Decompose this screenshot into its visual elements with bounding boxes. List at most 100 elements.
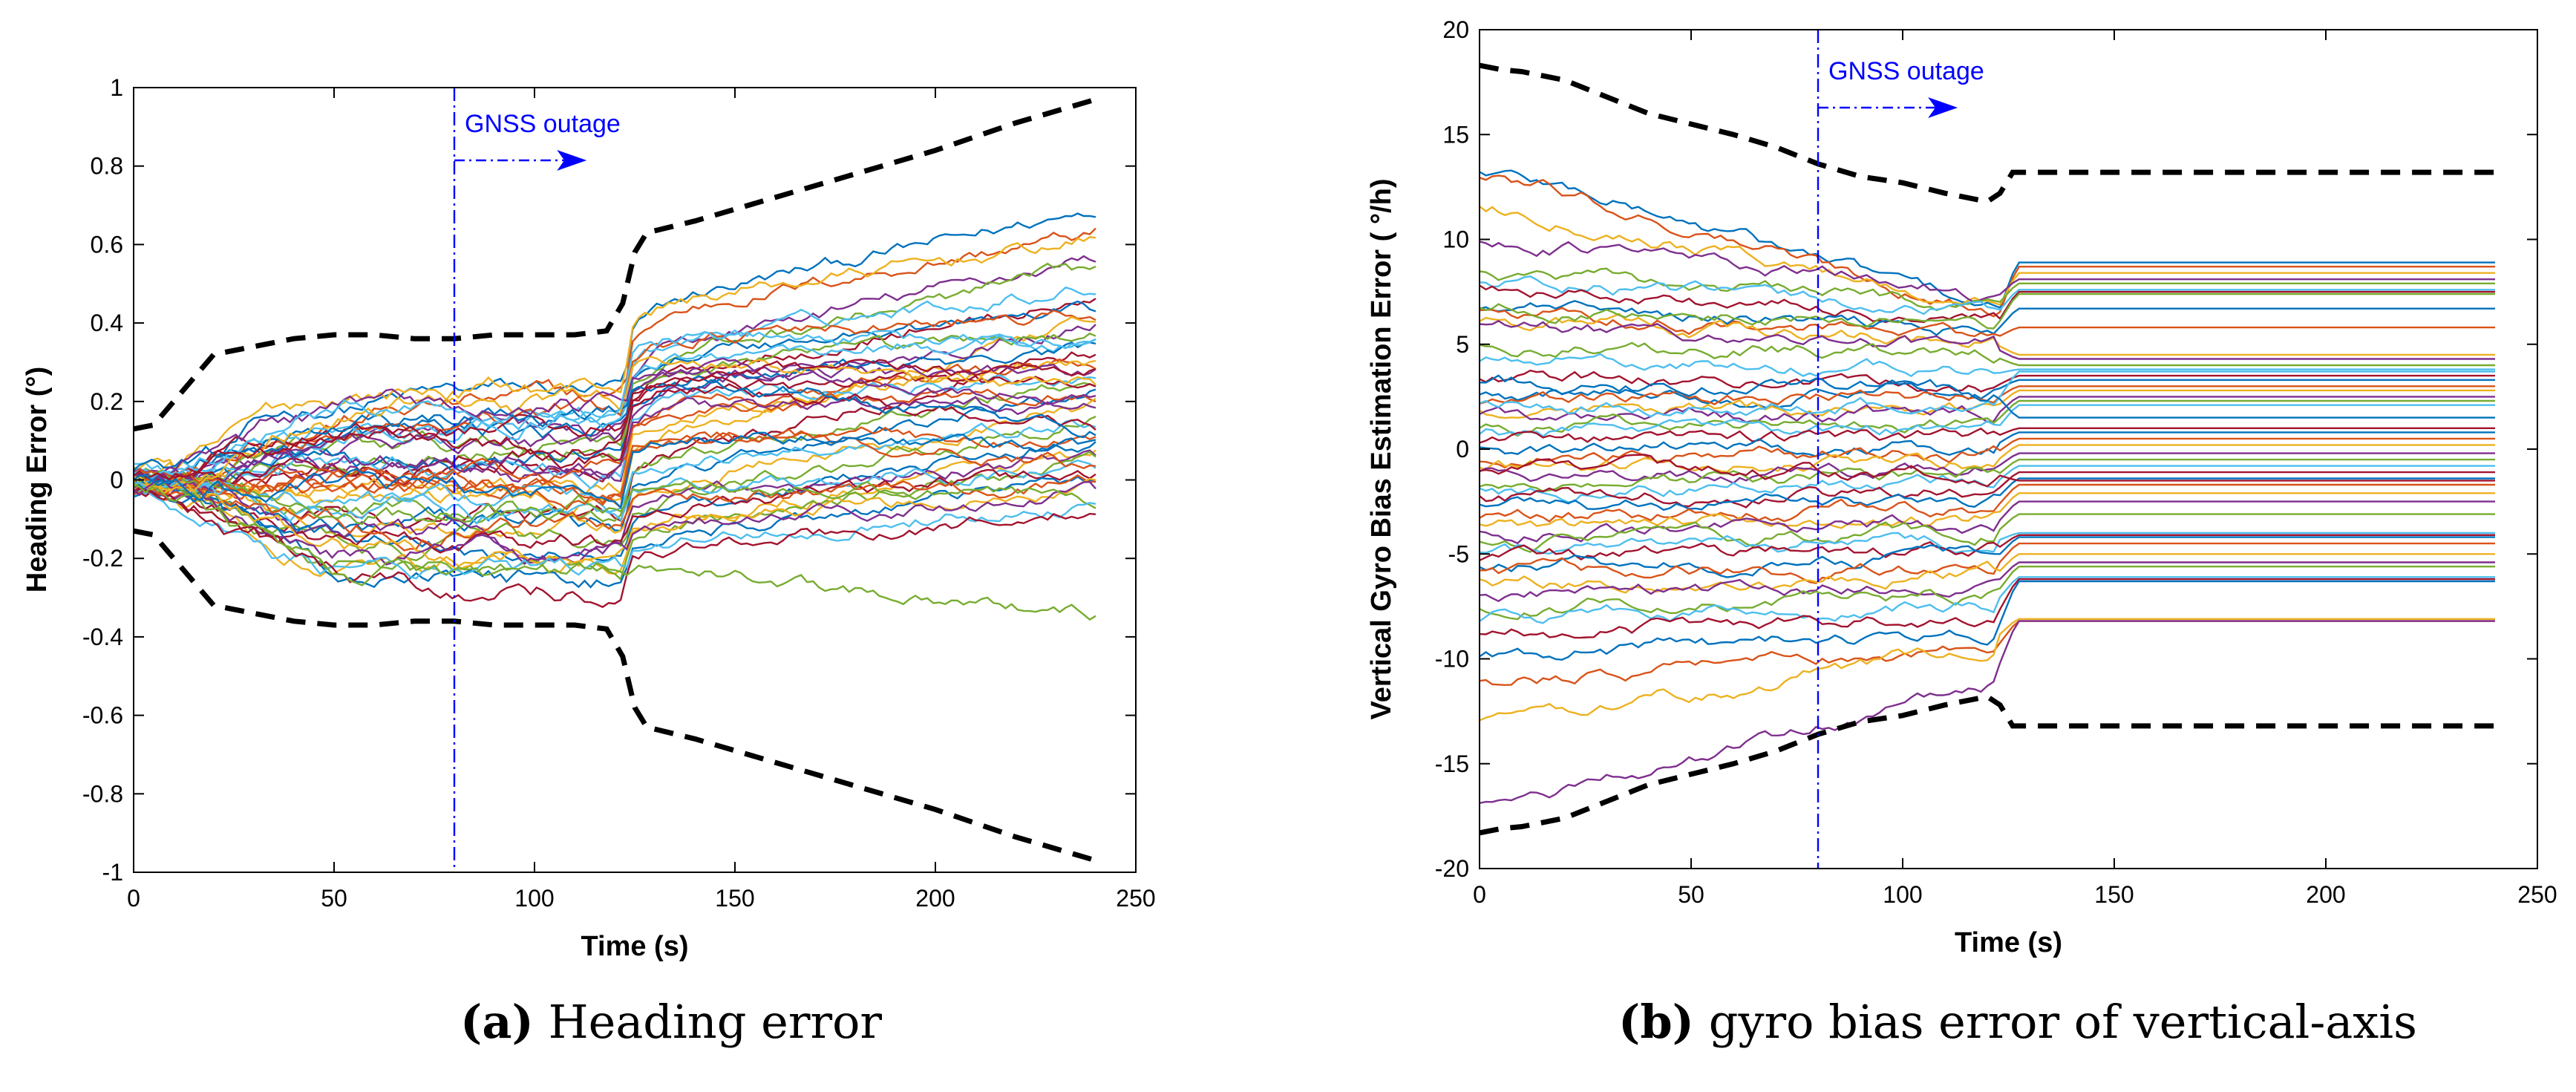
series-line-b-46 xyxy=(1480,620,2495,804)
y-tick-label-a-4: -0.2 xyxy=(82,545,123,572)
series-line-a-42 xyxy=(134,486,1096,609)
series-line-a-15 xyxy=(134,341,1096,484)
series-line-b-30 xyxy=(1480,483,2495,523)
y-tick-label-b-6: 10 xyxy=(1442,226,1469,253)
series-line-a-49 xyxy=(134,359,1096,481)
series-line-b-42 xyxy=(1480,578,2495,639)
series-line-a-34 xyxy=(134,459,1096,525)
series-line-b-11 xyxy=(1480,319,2495,360)
y-tick-label-b-2: -10 xyxy=(1435,646,1469,673)
series-line-b-6 xyxy=(1480,275,2495,315)
x-tick-label-b-100: 100 xyxy=(1883,881,1922,908)
caption-a-text: Heading error xyxy=(548,995,883,1049)
series-line-b-22 xyxy=(1480,431,2495,457)
series-line-b-39 xyxy=(1480,561,2495,603)
caption-b-text: gyro bias error of vertical-axis xyxy=(1708,995,2417,1049)
series-line-a-3 xyxy=(134,236,1096,489)
series-line-b-21 xyxy=(1480,427,2495,444)
gnss-outage-arrow-head-b xyxy=(1928,97,1958,118)
series-line-b-37 xyxy=(1480,542,2495,584)
series-line-b-43 xyxy=(1480,580,2495,661)
series-line-b-2 xyxy=(1480,174,2495,318)
series-line-b-28 xyxy=(1480,471,2495,509)
y-tick-label-b-8: 20 xyxy=(1442,16,1469,43)
caption-b: (b) gyro bias error of vertical-axis xyxy=(1618,995,2417,1049)
series-line-b-33 xyxy=(1480,513,2495,553)
y-axis-label-a: Heading Error (°) xyxy=(22,367,53,592)
series-line-b-26 xyxy=(1480,458,2495,493)
series-line-a-35 xyxy=(134,468,1096,554)
y-tick-label-b-7: 15 xyxy=(1442,121,1469,148)
series-line-b-7 xyxy=(1480,284,2495,324)
series-line-a-45 xyxy=(134,356,1096,493)
series-line-b-12 xyxy=(1480,341,2495,367)
x-tick-label-b-0: 0 xyxy=(1473,881,1486,908)
x-tick-label-a-50: 50 xyxy=(321,885,347,912)
heading-error-chart: GNSS outage 0 50 100 150 200 250 -1 -0.8 -0.6 -0.4… xyxy=(22,74,1156,962)
series-line-b-5 xyxy=(1480,267,2495,312)
caption-b-letter: (b) xyxy=(1618,995,1695,1049)
series-line-b-29 xyxy=(1480,477,2495,511)
series-line-b-38 xyxy=(1480,553,2495,594)
series-line-a-38 xyxy=(134,476,1096,572)
series-line-a-40 xyxy=(134,469,1096,526)
series-line-b-14 xyxy=(1480,369,2495,393)
series-line-b-3 xyxy=(1480,205,2495,307)
x-tick-label-a-150: 150 xyxy=(715,885,754,912)
gnss-outage-label-b: GNSS outage xyxy=(1828,57,1984,85)
y-tick-label-a-7: 0.4 xyxy=(91,310,123,336)
x-axis-label-b: Time (s) xyxy=(1955,927,2062,958)
x-tick-label-a-250: 250 xyxy=(1116,885,1155,912)
y-tick-label-a-10: 1 xyxy=(110,74,123,101)
y-tick-label-a-5: 0 xyxy=(110,467,123,494)
series-line-b-23 xyxy=(1480,437,2495,469)
series-line-b-40 xyxy=(1480,566,2495,621)
series-line-b-34 xyxy=(1480,532,2495,555)
series-line-a-18 xyxy=(134,362,1096,497)
series-line-b-45 xyxy=(1480,618,2495,722)
y-tick-label-a-8: 0.6 xyxy=(91,231,123,258)
series-line-a-2 xyxy=(134,227,1096,491)
x-axis-label-a: Time (s) xyxy=(581,931,688,962)
y-tick-label-b-4: 0 xyxy=(1456,436,1469,462)
y-tick-label-a-1: -0.8 xyxy=(82,780,123,807)
series-line-b-35 xyxy=(1480,534,2495,561)
series-group-b xyxy=(1480,62,2495,836)
y-tick-label-b-0: -20 xyxy=(1435,855,1469,882)
y-tick-label-a-3: -0.4 xyxy=(82,624,123,650)
series-line-b-8 xyxy=(1480,300,2495,336)
series-line-b-20 xyxy=(1480,404,2495,438)
y-tick-label-a-6: 0.2 xyxy=(91,388,123,415)
series-line-a-46 xyxy=(134,357,1096,497)
x-tick-label-b-50: 50 xyxy=(1678,881,1704,908)
series-line-b-41 xyxy=(1480,576,2495,624)
plot-area-b xyxy=(1480,30,2537,869)
series-line-a-47 xyxy=(134,483,1096,621)
series-line-a-41 xyxy=(134,481,1096,580)
gnss-outage-arrow-head-a xyxy=(557,150,587,171)
plot-area-a xyxy=(134,88,1136,872)
lower-bound-line-a xyxy=(134,528,1096,863)
series-line-b-47 xyxy=(1480,292,2495,330)
series-line-a-17 xyxy=(134,359,1096,501)
gnss-outage-label-a: GNSS outage xyxy=(465,110,621,138)
series-line-b-49 xyxy=(1480,454,2495,488)
series-line-a-37 xyxy=(134,474,1096,552)
x-tick-label-b-250: 250 xyxy=(2517,881,2557,908)
caption-a-letter: (a) xyxy=(460,995,534,1049)
gyro-bias-chart: GNSS outage 0 50 100 150 200 250 -20 -15 -10 -5 0 5 1… xyxy=(1366,16,2557,958)
series-line-a-39 xyxy=(134,471,1096,566)
series-line-b-24 xyxy=(1480,444,2495,473)
y-tick-label-a-9: 0.8 xyxy=(91,153,123,180)
series-line-b-15 xyxy=(1480,379,2495,409)
series-line-b-10 xyxy=(1480,313,2495,356)
series-line-b-13 xyxy=(1480,353,2495,378)
series-line-b-50 xyxy=(1480,374,2495,419)
x-tick-label-a-200: 200 xyxy=(915,885,955,912)
series-line-b-19 xyxy=(1480,399,2495,437)
upper-bound-line-b xyxy=(1480,62,2495,205)
series-line-a-5 xyxy=(134,262,1096,484)
caption-a: (a) Heading error xyxy=(460,995,882,1049)
x-tick-label-b-150: 150 xyxy=(2094,881,2134,908)
